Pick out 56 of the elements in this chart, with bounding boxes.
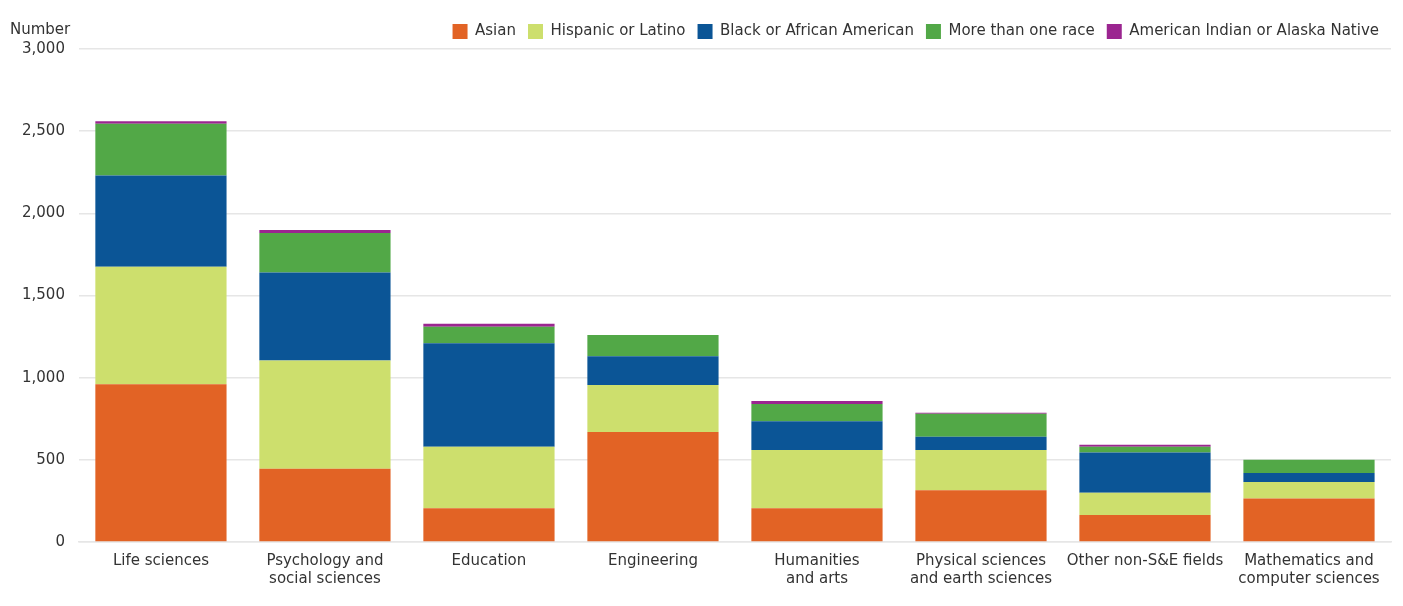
bar xyxy=(915,436,1047,450)
bar xyxy=(587,385,719,432)
bar xyxy=(423,323,555,327)
y-tick-label: 1,500 xyxy=(21,285,65,304)
x-tick-label: Psychology and social sciences xyxy=(266,550,384,587)
bar xyxy=(751,401,883,404)
bar xyxy=(95,266,227,385)
bar xyxy=(423,446,555,509)
bar xyxy=(423,326,555,344)
bar xyxy=(751,421,883,450)
y-tick-label: 3,000 xyxy=(21,38,65,57)
bar xyxy=(423,343,555,447)
x-tick-label: Engineering xyxy=(607,550,698,569)
legend-label: American Indian or Alaska Native xyxy=(1129,21,1379,40)
x-tick-label: Mathematics and computer sciences xyxy=(1238,550,1380,587)
bar xyxy=(751,449,883,509)
bar xyxy=(1079,452,1211,493)
x-tick-label: Life sciences xyxy=(112,550,210,569)
bar xyxy=(587,334,719,357)
bar xyxy=(259,272,391,361)
bar xyxy=(915,449,1047,491)
bar xyxy=(259,468,391,542)
x-tick-label: Education xyxy=(451,550,527,569)
bar xyxy=(95,123,227,176)
bar xyxy=(751,403,883,422)
y-tick-label: 2,000 xyxy=(21,203,65,222)
y-tick-label: 0 xyxy=(55,531,65,550)
bar xyxy=(915,490,1047,542)
bar xyxy=(915,413,1047,437)
bar xyxy=(1079,492,1211,515)
bar xyxy=(423,508,555,542)
bar xyxy=(259,360,391,469)
bar xyxy=(751,508,883,542)
y-tick-label: 2,500 xyxy=(21,121,65,140)
legend-label: Asian xyxy=(475,21,516,40)
bar xyxy=(1243,472,1375,483)
bar xyxy=(1243,482,1375,499)
x-tick-label: Physical sciences and earth sciences xyxy=(909,550,1053,587)
bar xyxy=(95,175,227,267)
bar xyxy=(1243,459,1375,473)
bar xyxy=(259,230,391,234)
x-tick-label: Other non-S&E fields xyxy=(1066,550,1224,569)
legend-label: Hispanic or Latino xyxy=(550,21,686,40)
bar xyxy=(1079,514,1211,542)
bar xyxy=(95,384,227,542)
y-axis-title: Number xyxy=(10,20,72,39)
bar xyxy=(587,356,719,386)
y-tick-label: 500 xyxy=(36,449,65,468)
bar xyxy=(259,233,391,273)
legend-label: Black or African American xyxy=(720,21,914,40)
bar xyxy=(587,431,719,542)
legend-label: More than one race xyxy=(948,21,1095,40)
y-tick-label: 1,000 xyxy=(21,367,65,386)
bar xyxy=(1243,498,1375,542)
x-tick-label: Humanities and arts xyxy=(774,550,860,587)
bar xyxy=(95,121,227,124)
